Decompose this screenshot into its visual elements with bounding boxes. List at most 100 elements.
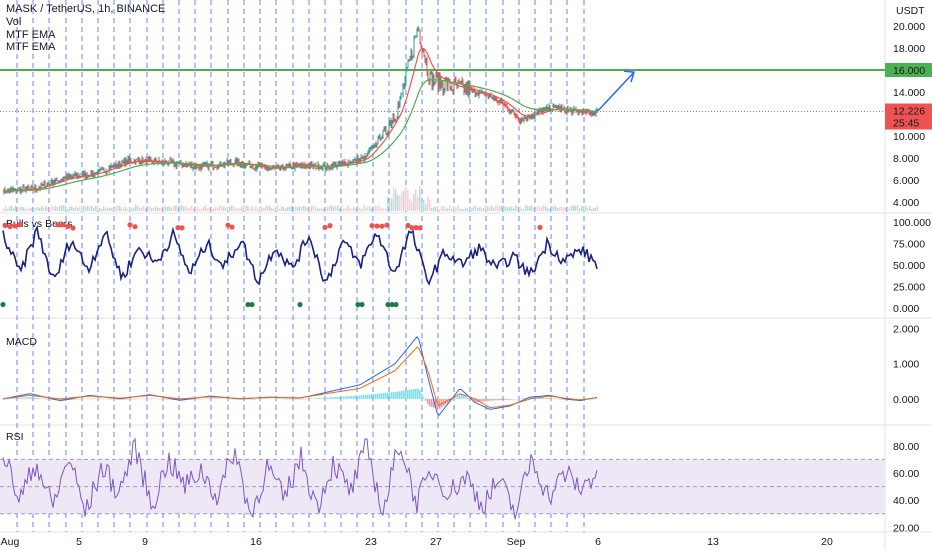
macd-histogram-bar (423, 397, 425, 399)
volume-bar (485, 205, 487, 211)
volume-bar (81, 206, 83, 211)
macd-histogram-bar (277, 398, 279, 400)
volume-bar (197, 206, 199, 211)
macd-histogram-bar (179, 398, 181, 401)
macd-histogram-bar (363, 395, 365, 399)
macd-histogram-bar (411, 389, 413, 399)
macd-histogram-bar (97, 398, 99, 400)
time-axis-label: 23 (365, 536, 377, 548)
price-tick-label: 20.000 (893, 21, 925, 33)
volume-bar (359, 207, 361, 211)
macd-histogram-bar (541, 397, 543, 399)
oscillator-tick-label: 75.000 (893, 239, 925, 251)
macd-histogram-bar (547, 398, 549, 399)
symbol-title[interactable]: MASK / TetherUS, 1h, BINANCE (6, 3, 166, 15)
volume-bar (195, 208, 197, 211)
volume-bar (525, 205, 527, 211)
macd-histogram-bar (495, 398, 497, 401)
macd-histogram-bar (487, 398, 489, 401)
macd-histogram-bar (429, 398, 431, 407)
bear-dot (7, 223, 13, 230)
macd-histogram-bar (213, 398, 215, 399)
volume-bar (497, 205, 499, 211)
macd-histogram-bar (25, 397, 27, 399)
macd-histogram-bar (57, 398, 59, 401)
volume-bar (111, 207, 113, 211)
volume-bar (63, 205, 65, 211)
volume-bar (415, 189, 417, 211)
volume-bar (53, 206, 55, 211)
macd-histogram-bar (211, 398, 213, 399)
indicator-ema-1[interactable]: MTF EMA (6, 29, 56, 41)
volume-bar (385, 208, 387, 211)
macd-histogram-bar (157, 398, 159, 400)
macd-histogram-bar (217, 398, 219, 399)
macd-histogram-bar (427, 398, 429, 405)
macd-histogram-bar (147, 398, 149, 399)
macd-histogram-bar (501, 398, 503, 401)
macd-histogram-bar (285, 398, 287, 400)
volume-bar (579, 208, 581, 211)
volume-bar (343, 208, 345, 211)
macd-histogram-bar (197, 398, 199, 400)
volume-bar (537, 206, 539, 211)
volume-bars (3, 186, 599, 211)
volume-bar (121, 208, 123, 211)
indicator-ema-2[interactable]: MTF EMA (6, 41, 56, 53)
macd-histogram-bar (387, 392, 389, 399)
volume-bar (227, 207, 229, 211)
volume-bar (375, 206, 377, 211)
price-tick-label: 14.000 (893, 87, 925, 99)
macd-histogram-bar (405, 390, 407, 399)
bear-dot (384, 222, 390, 228)
time-axis-label: 16 (250, 536, 262, 548)
macd-histogram-bar (473, 398, 475, 402)
rsi-tick-label: 60.00 (893, 468, 919, 480)
macd-histogram-bar (325, 397, 327, 399)
price-tick-label: 8.000 (893, 153, 919, 165)
macd-histogram-bar (209, 398, 211, 399)
oscillator-tick-label: 0.000 (893, 303, 919, 315)
price-tick-label: 10.000 (893, 131, 925, 143)
bull-dot (245, 301, 251, 308)
volume-bar (295, 205, 297, 211)
volume-bar (27, 208, 29, 211)
macd-histogram-bar (461, 394, 463, 399)
indicator-vol[interactable]: Vol (6, 16, 22, 28)
volume-bar (229, 206, 231, 211)
macd-histogram-bar (99, 398, 101, 400)
bull-dot (359, 301, 365, 308)
volume-bar (367, 206, 369, 211)
bear-dot (374, 223, 380, 229)
volume-bar (439, 208, 441, 211)
volume-bar (37, 207, 39, 211)
volume-bar (351, 208, 353, 211)
macd-histogram-bar (321, 397, 323, 399)
volume-bar (313, 205, 315, 211)
volume-bar (199, 208, 201, 211)
volume-bar (169, 206, 171, 211)
volume-bar (223, 207, 225, 211)
macd-histogram-bar (11, 398, 13, 399)
volume-bar (453, 206, 455, 211)
volume-bar (183, 206, 185, 211)
volume-bar (361, 208, 363, 211)
macd-histogram-bar (323, 397, 325, 399)
volume-bar (77, 207, 79, 211)
macd-histogram-bar (327, 397, 329, 399)
oscillator-tick-label: 50.000 (893, 260, 925, 272)
volume-bar (29, 207, 31, 211)
volume-bar (563, 207, 565, 211)
macd-histogram-bar (545, 397, 547, 399)
volume-bar (561, 206, 563, 211)
volume-bar (365, 207, 367, 211)
volume-bar (459, 208, 461, 211)
volume-bar (211, 207, 213, 211)
volume-bar (451, 208, 453, 211)
macd-histogram-bar (409, 389, 411, 399)
volume-bar (171, 207, 173, 211)
macd-histogram-bar (269, 398, 271, 400)
volume-bar (267, 205, 269, 211)
bear-dot (417, 225, 423, 231)
volume-bar (89, 206, 91, 211)
